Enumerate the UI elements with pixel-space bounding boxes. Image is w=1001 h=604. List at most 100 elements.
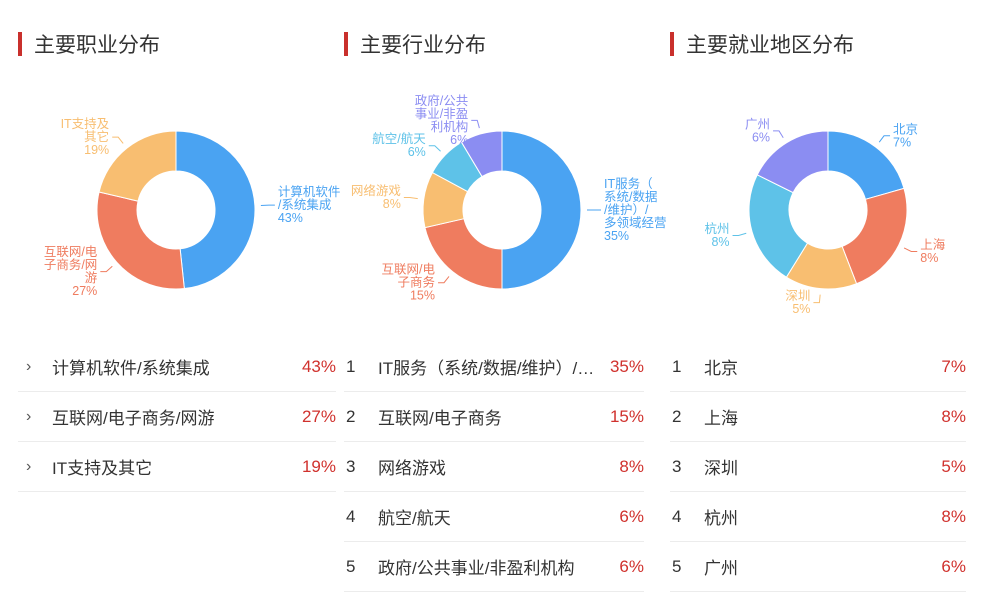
slice-percent-label: 5%	[792, 302, 810, 316]
row-value: 5%	[941, 456, 966, 476]
slice-category-label: 政府/公共	[415, 93, 468, 108]
slice-category-label: 广州	[745, 117, 770, 131]
region-row[interactable]: 1 北京 7%	[670, 342, 966, 392]
row-value: 15%	[609, 406, 644, 426]
row-rank: 4	[672, 506, 682, 526]
title-accent-bar	[670, 32, 674, 56]
row-value: 8%	[619, 456, 644, 476]
slice-category-label: 航空/航天	[372, 131, 426, 146]
industry-row[interactable]: 3 网络游戏 8%	[344, 442, 644, 492]
occupation-title: 主要职业分布	[34, 34, 160, 57]
region-list: 1 北京 7% 2 上海 8% 3 深圳 5% 4 杭州 8% 5 广州 6%	[670, 342, 966, 592]
industry-title-row: 主要行业分布	[344, 30, 486, 58]
row-value: 7%	[941, 356, 966, 376]
leader-line	[732, 232, 747, 236]
slice-category-label: IT服务（	[604, 176, 653, 191]
row-value: 43%	[301, 356, 336, 376]
slice-category-label: 游	[85, 271, 98, 285]
row-label: 互联网/电子商务/网游	[52, 409, 215, 428]
slice-category-label: 互联网/电	[382, 263, 436, 277]
row-label: IT服务（系统/数据/维护）/多领域经营	[378, 359, 596, 378]
industry-row[interactable]: 2 互联网/电子商务 15%	[344, 392, 644, 442]
slice-percent-label: 43%	[278, 211, 303, 225]
row-rank: 5	[672, 556, 682, 576]
region-donut-chart: 北京7%上海8%深圳5%杭州8%广州6%	[705, 117, 946, 316]
donut-slice	[841, 187, 908, 285]
region-title-row: 主要就业地区分布	[670, 30, 854, 58]
row-value: 27%	[301, 406, 336, 426]
slice-percent-label: 6%	[408, 145, 426, 159]
occupation-list: › 计算机软件/系统集成 43% › 互联网/电子商务/网游 27% › IT支…	[18, 342, 336, 492]
slice-percent-label: 19%	[84, 143, 109, 157]
slice-category-label: 事业/非盈	[415, 107, 468, 121]
donut-slice	[756, 130, 829, 194]
row-label: 计算机软件/系统集成	[52, 359, 210, 378]
region-row[interactable]: 4 杭州 8%	[670, 492, 966, 542]
industry-title: 主要行业分布	[360, 34, 486, 57]
occupation-row[interactable]: › IT支持及其它 19%	[18, 442, 336, 492]
slice-category-label: 计算机软件	[278, 184, 341, 199]
leader-line	[471, 119, 480, 129]
slice-percent-label: 6%	[752, 130, 770, 144]
row-rank: 1	[346, 356, 356, 376]
row-label: 网络游戏	[378, 459, 446, 478]
leader-line	[112, 136, 124, 144]
chevron-right-icon: ›	[26, 407, 32, 425]
row-value: 8%	[941, 406, 966, 426]
row-rank: 4	[346, 506, 356, 526]
row-rank: 2	[672, 406, 682, 426]
row-rank: 3	[346, 456, 356, 476]
slice-category-label: 北京	[893, 122, 918, 136]
donut-slice	[98, 130, 177, 202]
region-row[interactable]: 2 上海 8%	[670, 392, 966, 442]
row-rank: 3	[672, 456, 682, 476]
donut-slice	[501, 130, 582, 290]
slice-category-label: 深圳	[785, 289, 810, 303]
slice-category-label: 其它	[84, 129, 109, 144]
row-label: 航空/航天	[378, 509, 451, 528]
slice-category-label: 子商务	[397, 275, 435, 290]
leader-line	[773, 130, 784, 138]
region-row[interactable]: 5 广州 6%	[670, 542, 966, 592]
slice-category-label: 网络游戏	[351, 183, 401, 198]
leader-line	[100, 265, 113, 273]
leader-line	[438, 276, 450, 284]
row-label: 互联网/电子商务	[378, 409, 502, 428]
slice-category-label: IT支持及	[61, 116, 110, 131]
slice-category-label: 利机构	[431, 119, 469, 134]
row-label: 北京	[704, 359, 738, 378]
leader-line	[813, 294, 821, 304]
slice-percent-label: 8%	[920, 251, 938, 265]
donut-slice	[175, 130, 256, 290]
leader-line	[403, 197, 418, 200]
row-label: 深圳	[704, 459, 738, 478]
industry-panel: 主要行业分布 IT服务（ 系统/数据/维护）/多领域经营 35% 互联网/电 子商务 15…	[344, 0, 667, 604]
region-row[interactable]: 3 深圳 5%	[670, 442, 966, 492]
slice-percent-label: 8%	[711, 235, 729, 249]
slice-category-label: /系统集成	[278, 197, 331, 212]
slice-percent-label: 6%	[450, 133, 468, 147]
leader-line	[878, 135, 891, 143]
slice-category-label: 上海	[920, 237, 946, 252]
row-value: 6%	[619, 506, 644, 526]
donut-slice	[460, 130, 503, 178]
slice-percent-label: 35%	[604, 229, 629, 243]
row-value: 8%	[941, 506, 966, 526]
slice-category-label: 系统/数据	[604, 189, 657, 204]
slice-percent-label: 15%	[410, 289, 435, 303]
industry-row[interactable]: 1 IT服务（系统/数据/维护）/多领域经营 35%	[344, 342, 644, 392]
row-rank: 5	[346, 556, 356, 576]
occupation-row[interactable]: › 互联网/电子商务/网游 27%	[18, 392, 336, 442]
row-label: 广州	[704, 559, 738, 578]
row-label: 杭州	[704, 509, 738, 528]
industry-row[interactable]: 4 航空/航天 6%	[344, 492, 644, 542]
industry-row[interactable]: 5 政府/公共事业/非盈利机构 6%	[344, 542, 644, 592]
region-panel: 主要就业地区分布 北京 7% 上海 8% 深圳 5% 杭州 8% 广州 6% 1 北京 7% 2 …	[670, 0, 966, 604]
occupation-row[interactable]: › 计算机软件/系统集成 43%	[18, 342, 336, 392]
chevron-right-icon: ›	[26, 357, 32, 375]
slice-percent-label: 8%	[383, 197, 401, 211]
row-value: 19%	[301, 456, 336, 476]
title-accent-bar	[344, 32, 348, 56]
